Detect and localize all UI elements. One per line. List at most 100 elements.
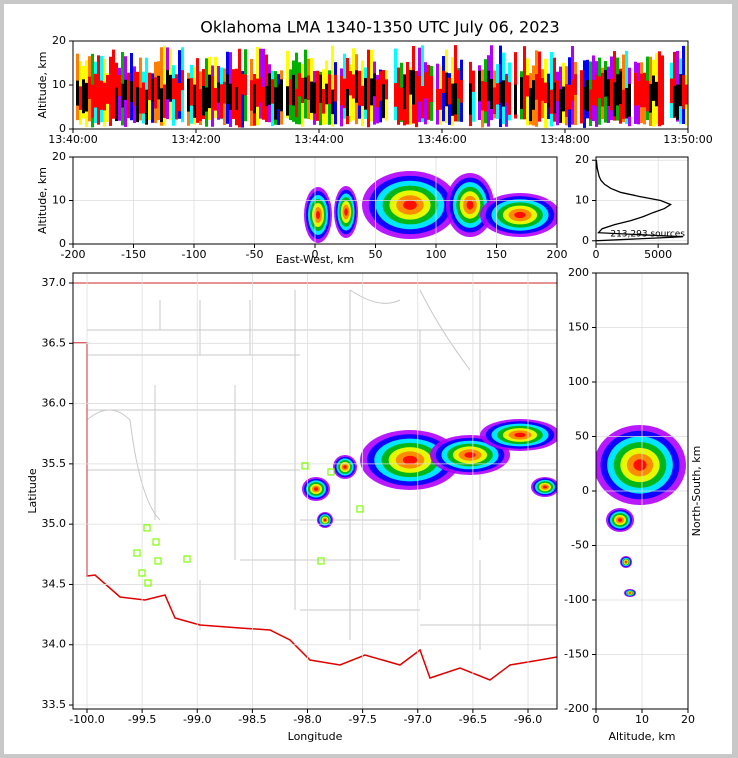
source-strip bbox=[190, 78, 193, 106]
source-strip bbox=[679, 74, 682, 107]
source-strip bbox=[682, 75, 685, 110]
source-strip bbox=[202, 86, 205, 116]
y-tick-label: 100 bbox=[568, 375, 589, 388]
source-strip bbox=[154, 77, 157, 109]
source-strip bbox=[166, 70, 169, 100]
x-tick-label: 0 bbox=[593, 713, 600, 726]
source-strip bbox=[211, 76, 214, 110]
source-strip bbox=[370, 78, 373, 106]
source-strip bbox=[607, 79, 610, 106]
source-strip bbox=[484, 81, 487, 112]
source-density bbox=[403, 200, 417, 210]
source-strip bbox=[529, 88, 532, 122]
source-strip bbox=[298, 73, 301, 97]
y-tick-label: -150 bbox=[564, 648, 589, 661]
source-strip bbox=[355, 70, 358, 103]
y-tick-label: 34.5 bbox=[42, 577, 67, 590]
source-strip bbox=[439, 88, 442, 110]
source-density bbox=[464, 452, 476, 458]
source-strip bbox=[127, 73, 130, 109]
station bbox=[356, 505, 364, 513]
x-axis-label: Longitude bbox=[288, 730, 343, 743]
source-strip bbox=[136, 87, 139, 123]
source-strip bbox=[490, 78, 493, 110]
x-tick-label: -99.5 bbox=[128, 713, 156, 726]
y-tick-label: 10 bbox=[52, 194, 66, 207]
source-strip bbox=[406, 73, 409, 101]
y-tick-label: 10 bbox=[52, 78, 66, 91]
x-tick-label: 0 bbox=[312, 248, 319, 261]
y-tick-label: 33.5 bbox=[42, 698, 67, 711]
source-strip bbox=[637, 81, 640, 106]
y-tick-label: 150 bbox=[568, 321, 589, 334]
source-strip bbox=[385, 79, 388, 100]
source-density bbox=[343, 465, 347, 469]
source-strip bbox=[226, 74, 229, 104]
source-strip bbox=[196, 89, 199, 115]
source-strip bbox=[430, 76, 433, 103]
source-strip bbox=[118, 74, 121, 97]
source-strip bbox=[427, 87, 430, 117]
source-strip bbox=[163, 84, 166, 118]
source-strip bbox=[262, 48, 265, 119]
source-strip bbox=[304, 77, 307, 99]
y-tick-label: -100 bbox=[564, 593, 589, 606]
source-strip bbox=[115, 87, 118, 122]
source-strip bbox=[352, 74, 355, 99]
source-strip bbox=[271, 79, 274, 104]
source-strip bbox=[550, 51, 553, 127]
source-density bbox=[344, 208, 348, 216]
source-strip bbox=[85, 82, 88, 112]
source-strip bbox=[100, 80, 103, 110]
x-tick-label: 5000 bbox=[644, 248, 672, 261]
source-strip bbox=[343, 78, 346, 109]
source-strip bbox=[151, 78, 154, 102]
source-strip bbox=[421, 86, 424, 119]
plot-frame bbox=[595, 272, 689, 710]
source-strip bbox=[583, 87, 586, 110]
ew-sources bbox=[304, 171, 557, 243]
source-density bbox=[629, 592, 631, 594]
source-strip bbox=[544, 82, 547, 104]
y-tick-label: 36.0 bbox=[42, 397, 67, 410]
plot-frame bbox=[72, 40, 689, 130]
y-tick-label: 0 bbox=[582, 484, 589, 497]
source-strip bbox=[547, 82, 550, 108]
source-strip bbox=[673, 85, 676, 117]
station bbox=[152, 538, 160, 546]
source-strip bbox=[442, 70, 445, 93]
source-strip bbox=[256, 78, 259, 107]
source-strip bbox=[286, 50, 289, 119]
source-strip bbox=[223, 81, 226, 104]
y-tick-label: 37.0 bbox=[42, 276, 67, 289]
source-strip bbox=[328, 74, 331, 104]
source-strip bbox=[286, 86, 289, 116]
source-strip bbox=[280, 79, 283, 112]
y-tick-label: 20 bbox=[52, 34, 66, 47]
source-strip bbox=[97, 80, 100, 103]
source-density bbox=[514, 211, 526, 219]
source-strip bbox=[133, 72, 136, 106]
source-strip bbox=[604, 70, 607, 97]
source-strip bbox=[112, 74, 115, 104]
station bbox=[317, 557, 325, 565]
source-strip bbox=[292, 74, 295, 106]
y-tick-label: 20 bbox=[575, 153, 589, 166]
source-strip bbox=[274, 87, 277, 120]
source-strip bbox=[472, 72, 475, 122]
source-strip bbox=[586, 80, 589, 112]
source-strip bbox=[478, 70, 481, 102]
source-strip bbox=[526, 75, 529, 97]
source-strip bbox=[424, 72, 427, 99]
source-strip bbox=[553, 82, 556, 114]
source-strip bbox=[472, 70, 475, 92]
source-strip bbox=[331, 89, 334, 115]
source-strip bbox=[88, 76, 91, 99]
x-tick-label: 150 bbox=[486, 248, 507, 261]
source-strip bbox=[178, 82, 181, 112]
source-strip bbox=[409, 67, 412, 125]
source-strip bbox=[205, 87, 208, 112]
x-tick-label: -150 bbox=[121, 248, 146, 261]
source-strip bbox=[421, 45, 424, 122]
source-strip bbox=[634, 72, 637, 106]
